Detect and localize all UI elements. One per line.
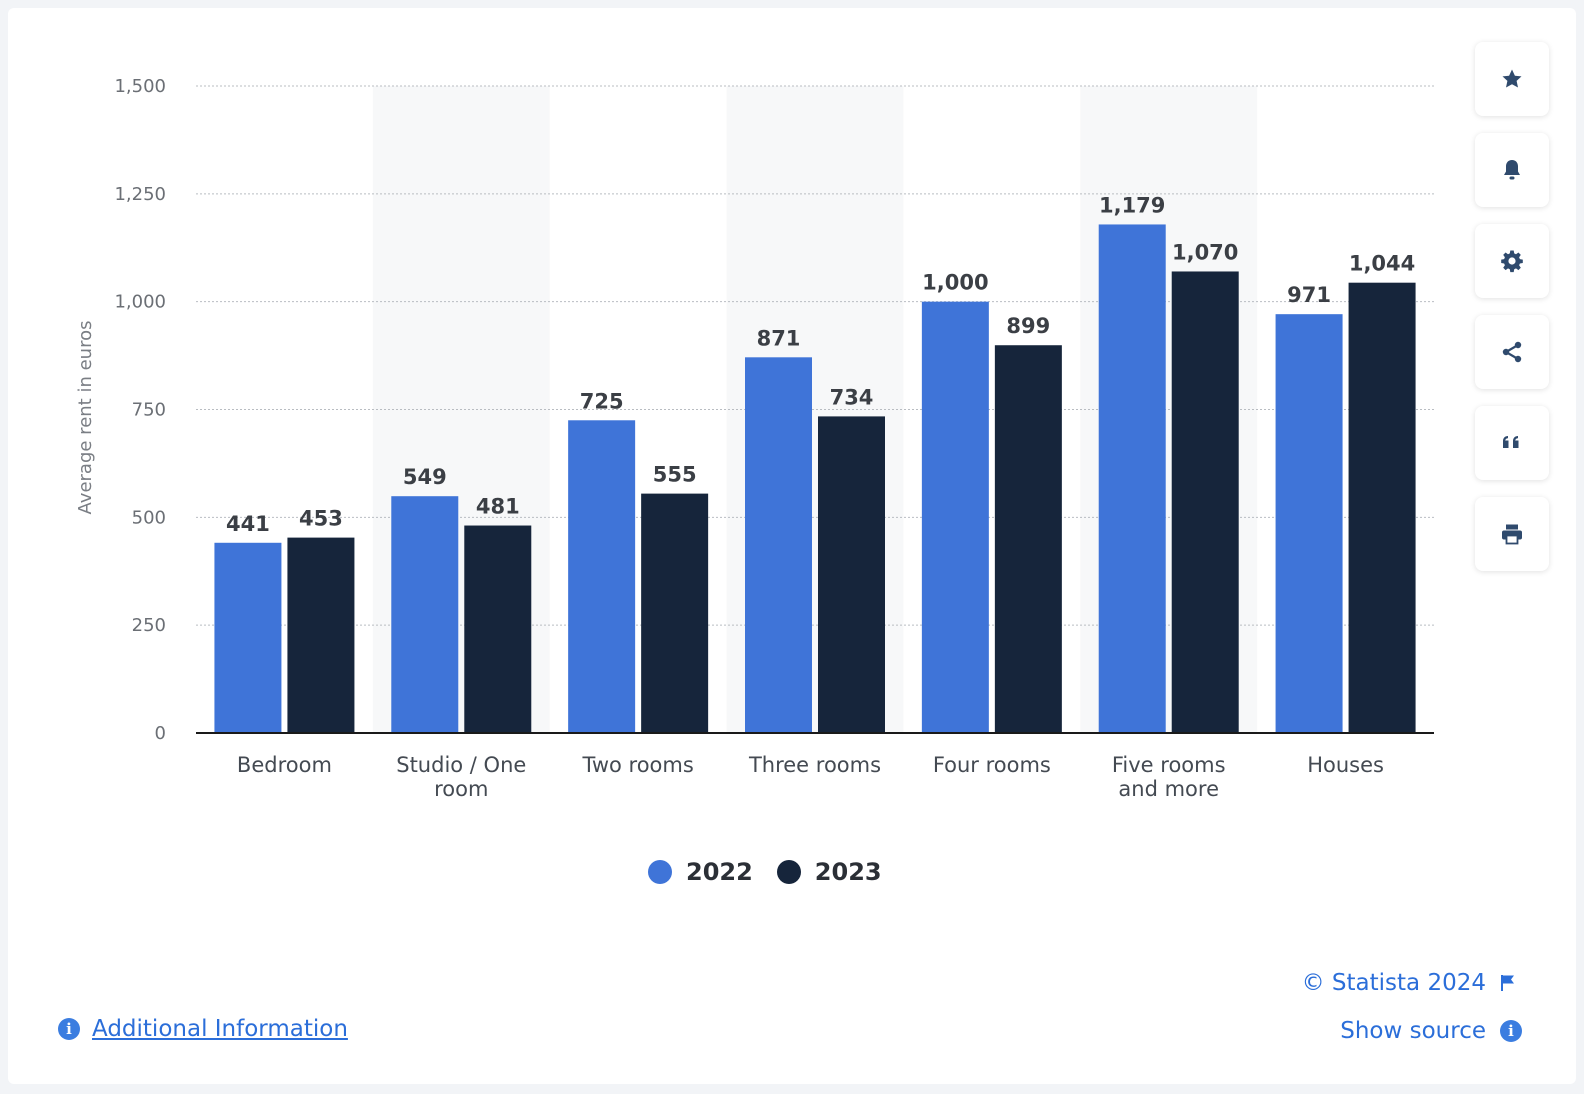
data-label: 441 (226, 512, 270, 536)
bell-icon (1504, 160, 1520, 180)
data-label: 899 (1006, 314, 1050, 338)
data-label: 1,070 (1172, 240, 1238, 264)
x-category-label: Four rooms (933, 753, 1051, 777)
x-category-label: Bedroom (237, 753, 332, 777)
settings-button[interactable] (1475, 224, 1549, 298)
y-tick-label: 750 (132, 400, 166, 421)
bar-2022[interactable] (921, 301, 989, 733)
show-source-label: Show source (1340, 1018, 1486, 1044)
source-info-icon: i (1500, 1020, 1522, 1042)
data-label: 453 (299, 507, 343, 531)
y-tick-label: 0 (155, 723, 166, 744)
copyright-link[interactable]: © Statista 2024 (1302, 970, 1516, 996)
legend-label-2023: 2023 (814, 858, 882, 886)
legend-label-2022: 2022 (686, 858, 753, 886)
x-category-label: Five rooms (1112, 753, 1226, 777)
x-category-label: Houses (1307, 753, 1384, 777)
data-label: 1,179 (1099, 193, 1165, 217)
y-tick-label: 500 (132, 507, 166, 528)
flag-icon (1501, 975, 1514, 991)
bar-2023[interactable] (464, 525, 532, 733)
share-icon (1502, 341, 1522, 363)
x-category-label: and more (1118, 777, 1219, 801)
additional-information-link[interactable]: i Additional Information (58, 1016, 348, 1042)
bar-2023[interactable] (1171, 271, 1239, 733)
x-category-label: Two rooms (581, 753, 693, 777)
cite-button[interactable] (1475, 406, 1549, 480)
legend-dot-2022 (648, 860, 672, 884)
favorite-button[interactable] (1475, 42, 1549, 116)
copyright-label: © Statista 2024 (1301, 970, 1486, 996)
print-button[interactable] (1475, 497, 1549, 571)
bar-2023[interactable] (1348, 282, 1416, 733)
show-source-link[interactable]: Show source i (1340, 1018, 1522, 1044)
star-icon (1502, 69, 1522, 88)
bar-2022[interactable] (391, 496, 459, 733)
x-category-label: Studio / One (396, 753, 526, 777)
bar-2023[interactable] (287, 537, 355, 733)
data-label: 725 (580, 389, 624, 413)
chart-card: 0 250 500 750 1,000 1,250 1,500 Average rent in… (8, 8, 1576, 1084)
side-toolbar (1475, 42, 1549, 571)
bar-2022[interactable] (568, 420, 636, 733)
additional-information-label: Additional Information (92, 1016, 348, 1042)
x-category-label: Three rooms (748, 753, 881, 777)
data-label: 1,000 (922, 271, 988, 295)
bar-2023[interactable] (641, 493, 709, 733)
data-label: 555 (653, 463, 697, 487)
bar-2022[interactable] (1098, 224, 1166, 733)
share-button[interactable] (1475, 315, 1549, 389)
bar-2023[interactable] (818, 416, 885, 733)
bar-2022[interactable] (745, 357, 812, 733)
gear-icon (1501, 250, 1523, 273)
notification-button[interactable] (1475, 133, 1549, 207)
legend-item-2022[interactable]: 2022 (648, 858, 753, 886)
bar-2022[interactable] (1275, 314, 1343, 733)
legend-dot-2023 (776, 860, 801, 884)
y-tick-label: 1,000 (114, 292, 166, 313)
chart-legend: 2022 2023 (648, 858, 882, 886)
data-label: 1,044 (1349, 252, 1415, 276)
bar-2023[interactable] (994, 345, 1062, 733)
bar-2022[interactable] (214, 542, 282, 733)
data-label: 971 (1287, 283, 1331, 307)
print-icon (1502, 524, 1522, 545)
data-label: 871 (757, 326, 801, 350)
data-label: 734 (830, 385, 874, 409)
data-label: 549 (403, 465, 447, 489)
y-tick-label: 1,500 (114, 76, 166, 97)
info-icon: i (58, 1018, 80, 1040)
y-tick-label: 1,250 (114, 184, 166, 205)
legend-item-2023[interactable]: 2023 (776, 858, 882, 886)
data-label: 481 (476, 495, 520, 519)
y-axis-title: Average rent in euros (75, 321, 96, 515)
x-category-label: room (434, 777, 488, 801)
y-tick-label: 250 (132, 615, 166, 636)
quote-icon (1503, 436, 1519, 448)
bar-chart: 0 250 500 750 1,000 1,250 1,500 Average rent in… (75, 76, 1434, 801)
